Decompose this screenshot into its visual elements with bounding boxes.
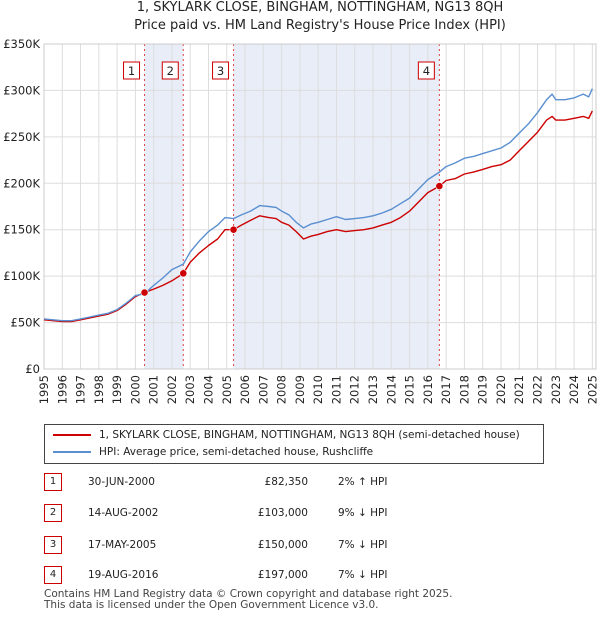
transaction-label: 3 (217, 64, 224, 78)
y-tick-label: £200K (3, 176, 40, 190)
legend-label-property: 1, SKYLARK CLOSE, BINGHAM, NOTTINGHAM, N… (99, 429, 520, 441)
y-tick-label: £300K (3, 83, 40, 97)
x-tick-label: 2015 (403, 375, 417, 404)
x-tick-label: 2020 (494, 375, 508, 404)
x-tick-label: 2002 (165, 375, 179, 404)
chart-subtitle: Price paid vs. HM Land Registry's House … (134, 18, 506, 33)
x-tick-label: 1995 (37, 375, 51, 404)
x-tick-label: 1997 (74, 375, 88, 404)
x-tick-label: 2005 (220, 375, 234, 404)
shaded-period (144, 44, 184, 369)
y-tick-label: £250K (3, 130, 40, 144)
legend-swatch-property (53, 434, 91, 436)
chart-title: 1, SKYLARK CLOSE, BINGHAM, NOTTINGHAM, N… (137, 0, 504, 15)
transaction-label: 2 (167, 64, 174, 78)
transaction-hpi-diff: 9% ↓ HPI (338, 507, 388, 519)
legend-swatch-hpi (53, 451, 91, 453)
x-tick-label: 2003 (183, 375, 197, 404)
x-tick-label: 2006 (238, 375, 252, 404)
x-tick-label: 2019 (476, 375, 490, 404)
y-tick-label: £350K (3, 37, 40, 51)
footer: Contains HM Land Registry data © Crown c… (44, 589, 452, 611)
transaction-point (179, 269, 188, 278)
transaction-number: 3 (44, 536, 62, 554)
y-tick-label: £100K (3, 269, 40, 283)
x-tick-label: 1996 (55, 375, 69, 404)
transaction-price: £150,000 (257, 539, 308, 551)
transaction-number: 4 (44, 566, 62, 584)
transaction-hpi-diff: 7% ↓ HPI (338, 569, 388, 581)
transaction-row: 3 17-MAY-2005 £150,000 7% ↓ HPI (44, 535, 564, 555)
transaction-row: 1 30-JUN-2000 £82,350 2% ↑ HPI (44, 472, 564, 492)
legend-label-hpi: HPI: Average price, semi-detached house,… (99, 446, 374, 458)
y-tick-label: £50K (11, 316, 41, 330)
transaction-label-box (417, 61, 435, 80)
transaction-row: 4 19-AUG-2016 £197,000 7% ↓ HPI (44, 565, 564, 585)
transaction-number: 2 (44, 504, 62, 522)
x-tick-label: 2024 (567, 375, 581, 404)
x-tick-label: 2000 (128, 375, 142, 404)
transaction-point (229, 225, 238, 234)
footer-copyright: Contains HM Land Registry data © Crown c… (44, 588, 453, 600)
transaction-date: 17-MAY-2005 (88, 539, 157, 551)
x-tick-label: 2014 (384, 375, 398, 404)
transaction-price: £82,350 (264, 476, 308, 488)
x-tick-label: 2012 (348, 375, 362, 404)
x-tick-label: 2011 (329, 375, 343, 404)
x-tick-label: 2022 (531, 375, 545, 404)
transaction-point (140, 288, 149, 297)
legend: 1, SKYLARK CLOSE, BINGHAM, NOTTINGHAM, N… (44, 424, 544, 464)
price-chart: 1, SKYLARK CLOSE, BINGHAM, NOTTINGHAM, N… (3, 0, 599, 404)
transaction-label-box (123, 61, 141, 80)
x-tick-label: 2009 (293, 375, 307, 404)
x-tick-label: 2008 (275, 375, 289, 404)
transaction-point (435, 182, 444, 190)
x-tick-label: 2025 (585, 375, 599, 404)
x-tick-label: 2017 (439, 375, 453, 404)
footer-licence: This data is licensed under the Open Gov… (44, 599, 379, 611)
y-tick-label: £150K (3, 223, 40, 237)
legend-item-property: 1, SKYLARK CLOSE, BINGHAM, NOTTINGHAM, N… (53, 427, 520, 444)
transaction-price: £103,000 (257, 507, 308, 519)
transaction-date: 14-AUG-2002 (88, 507, 159, 519)
transaction-label-box (212, 61, 230, 80)
x-tick-label: 2021 (512, 375, 526, 404)
x-tick-label: 2013 (366, 375, 380, 404)
x-tick-label: 2016 (421, 375, 435, 404)
transaction-hpi-diff: 2% ↑ HPI (338, 476, 388, 488)
y-tick-label: £0 (25, 362, 40, 376)
x-tick-label: 2010 (311, 375, 325, 404)
transaction-hpi-diff: 7% ↓ HPI (338, 539, 388, 551)
transaction-date: 30-JUN-2000 (88, 476, 155, 488)
legend-item-hpi: HPI: Average price, semi-detached house,… (53, 444, 373, 461)
x-tick-label: 1998 (92, 375, 106, 404)
transaction-label: 4 (423, 64, 430, 78)
transaction-row: 2 14-AUG-2002 £103,000 9% ↓ HPI (44, 503, 564, 523)
x-tick-label: 2018 (457, 375, 471, 404)
x-tick-label: 2023 (549, 375, 563, 404)
transaction-label-box (161, 61, 179, 80)
transaction-price: £197,000 (257, 569, 308, 581)
x-tick-label: 2001 (147, 375, 161, 404)
transaction-label: 1 (128, 64, 135, 78)
x-tick-label: 2007 (256, 375, 270, 404)
plot-frame (43, 43, 597, 370)
x-tick-label: 1999 (110, 375, 124, 404)
transaction-date: 19-AUG-2016 (88, 569, 159, 581)
transaction-number: 1 (44, 473, 62, 491)
x-tick-label: 2004 (202, 375, 216, 404)
